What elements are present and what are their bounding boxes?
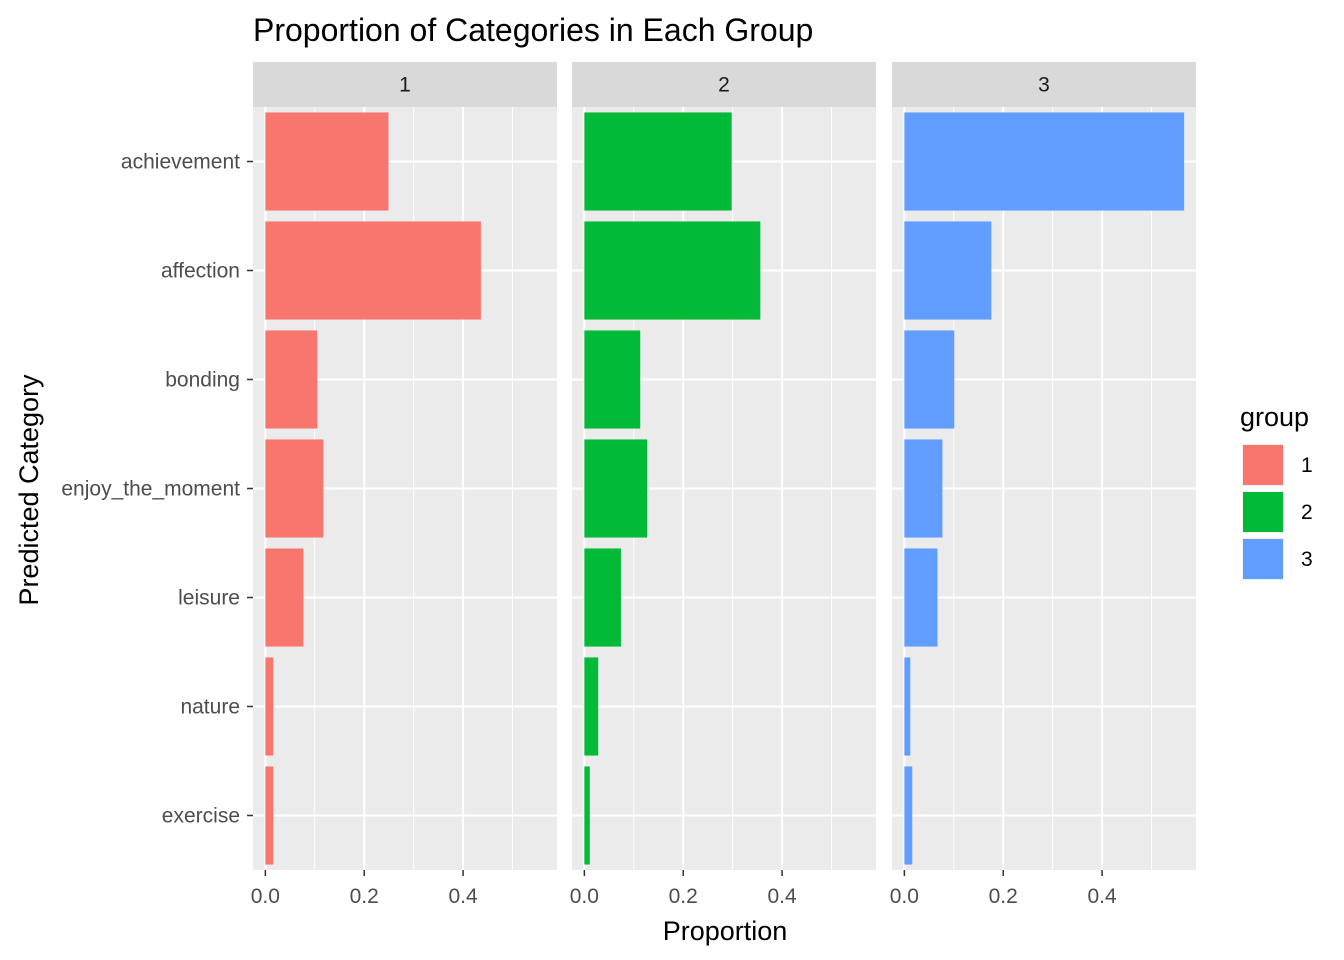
y-tick-label: achievement bbox=[121, 151, 240, 174]
bar-leisure-group-1 bbox=[265, 548, 304, 647]
facet-strip bbox=[572, 62, 876, 107]
bar-bonding-group-2 bbox=[584, 330, 641, 429]
bar-achievement-group-1 bbox=[265, 112, 389, 211]
legend-key-3 bbox=[1243, 539, 1283, 579]
bar-affection-group-3 bbox=[904, 221, 992, 320]
y-tick-label: affection bbox=[161, 260, 240, 283]
bar-affection-group-2 bbox=[584, 221, 761, 320]
facet-strip-label: 2 bbox=[718, 74, 730, 97]
legend-title: group bbox=[1240, 402, 1309, 432]
bar-achievement-group-3 bbox=[904, 112, 1185, 211]
facet-panel-2: 2 0.0 0.2 0.4 bbox=[570, 62, 876, 908]
y-tick-label: exercise bbox=[162, 805, 240, 828]
x-tick-label: 0.2 bbox=[669, 885, 698, 908]
facet-strip-label: 1 bbox=[399, 74, 411, 97]
legend: group 1 2 3 bbox=[1240, 402, 1313, 580]
y-tick-label: nature bbox=[180, 696, 240, 719]
legend-key-1 bbox=[1243, 445, 1283, 485]
facet-strip bbox=[892, 62, 1196, 107]
facet-panels: 1 0.0 0.2 0.4 2 0.0 0.2 0.4 3 0.0 0.2 0.4 bbox=[251, 62, 1196, 908]
y-axis: achievement affection bonding enjoy_the_mom… bbox=[61, 151, 253, 828]
bar-enjoy_the_moment-group-1 bbox=[265, 439, 324, 538]
x-tick-label: 0.0 bbox=[890, 885, 919, 908]
bar-exercise-group-1 bbox=[265, 766, 274, 865]
bar-affection-group-1 bbox=[265, 221, 481, 320]
bar-enjoy_the_moment-group-2 bbox=[584, 439, 648, 538]
y-tick-label: leisure bbox=[178, 587, 240, 610]
bar-bonding-group-3 bbox=[904, 330, 955, 429]
x-tick-label: 0.2 bbox=[350, 885, 379, 908]
facet-panel-3: 3 0.0 0.2 0.4 bbox=[890, 62, 1196, 908]
facet-strip-label: 3 bbox=[1038, 74, 1050, 97]
bar-bonding-group-1 bbox=[265, 330, 318, 429]
chart-title: Proportion of Categories in Each Group bbox=[253, 12, 813, 48]
bar-achievement-group-2 bbox=[584, 112, 732, 211]
bar-nature-group-2 bbox=[584, 657, 599, 756]
x-tick-label: 0.0 bbox=[251, 885, 280, 908]
bar-exercise-group-3 bbox=[904, 766, 913, 865]
bar-leisure-group-2 bbox=[584, 548, 621, 647]
facet-panel-1: 1 0.0 0.2 0.4 bbox=[251, 62, 557, 908]
x-axis-title: Proportion bbox=[663, 916, 788, 946]
bar-leisure-group-3 bbox=[904, 548, 938, 647]
bar-nature-group-1 bbox=[265, 657, 274, 756]
x-tick-label: 0.4 bbox=[767, 885, 797, 908]
bar-nature-group-3 bbox=[904, 657, 911, 756]
x-tick-label: 0.2 bbox=[989, 885, 1018, 908]
legend-label-1: 1 bbox=[1301, 454, 1313, 477]
x-tick-label: 0.4 bbox=[448, 885, 478, 908]
y-axis-title: Predicted Category bbox=[14, 374, 44, 606]
bar-enjoy_the_moment-group-3 bbox=[904, 439, 943, 538]
y-tick-label: bonding bbox=[165, 369, 240, 392]
x-tick-label: 0.4 bbox=[1087, 885, 1117, 908]
legend-label-3: 3 bbox=[1301, 548, 1313, 571]
y-tick-label: enjoy_the_moment bbox=[61, 478, 240, 501]
legend-label-2: 2 bbox=[1301, 501, 1313, 524]
x-tick-label: 0.0 bbox=[570, 885, 599, 908]
legend-key-2 bbox=[1243, 492, 1283, 532]
bar-exercise-group-2 bbox=[584, 766, 590, 865]
facet-strip bbox=[253, 62, 557, 107]
